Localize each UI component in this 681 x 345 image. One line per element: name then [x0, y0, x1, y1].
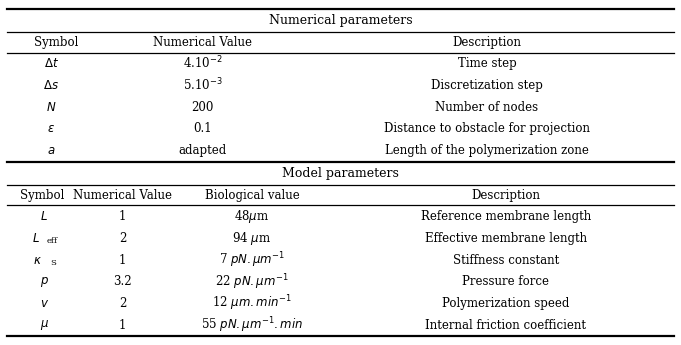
Text: 2: 2: [119, 297, 126, 310]
Text: Length of the polymerization zone: Length of the polymerization zone: [385, 144, 589, 157]
Text: Model parameters: Model parameters: [282, 167, 399, 179]
Text: Stiffness constant: Stiffness constant: [452, 254, 559, 267]
Text: $L$: $L$: [32, 232, 40, 245]
Text: 94 $\mu$m: 94 $\mu$m: [232, 230, 272, 247]
Text: Description: Description: [471, 188, 540, 201]
Text: 5.10$^{-3}$: 5.10$^{-3}$: [183, 77, 223, 93]
Text: $a$: $a$: [47, 144, 55, 157]
Text: Number of nodes: Number of nodes: [435, 100, 539, 114]
Text: adapted: adapted: [178, 144, 227, 157]
Text: Pressure force: Pressure force: [462, 275, 549, 288]
Text: $N$: $N$: [46, 100, 57, 114]
Text: Numerical Value: Numerical Value: [153, 36, 252, 49]
Text: 4.10$^{-2}$: 4.10$^{-2}$: [183, 55, 223, 72]
Text: 2: 2: [119, 232, 126, 245]
Text: Reference membrane length: Reference membrane length: [420, 210, 590, 223]
Text: 7 $pN.\mu m^{-1}$: 7 $pN.\mu m^{-1}$: [219, 250, 285, 270]
Text: $\kappa$: $\kappa$: [33, 254, 42, 267]
Text: 1: 1: [119, 210, 126, 223]
Text: Numerical parameters: Numerical parameters: [269, 13, 412, 27]
Text: 48$\mu$m: 48$\mu$m: [234, 208, 270, 225]
Text: 1: 1: [119, 254, 126, 267]
Text: 200: 200: [191, 100, 214, 114]
Text: Discretization step: Discretization step: [431, 79, 543, 92]
Text: 22 $pN.\mu m^{-1}$: 22 $pN.\mu m^{-1}$: [215, 272, 289, 292]
Text: Symbol: Symbol: [34, 36, 78, 49]
Text: 55 $pN.\mu m^{-1}.min$: 55 $pN.\mu m^{-1}.min$: [201, 316, 303, 335]
Text: Effective membrane length: Effective membrane length: [424, 232, 587, 245]
Text: $\Delta s$: $\Delta s$: [43, 79, 59, 92]
Text: Description: Description: [452, 36, 522, 49]
Text: 0.1: 0.1: [193, 122, 212, 135]
Text: $L$: $L$: [40, 210, 48, 223]
Text: S: S: [50, 259, 56, 267]
Text: $\epsilon$: $\epsilon$: [47, 122, 55, 135]
Text: $v$: $v$: [39, 297, 49, 310]
Text: Biological value: Biological value: [204, 188, 300, 201]
Text: Internal friction coefficient: Internal friction coefficient: [425, 319, 586, 332]
Text: Numerical Value: Numerical Value: [73, 188, 172, 201]
Text: Symbol: Symbol: [20, 188, 65, 201]
Text: 3.2: 3.2: [113, 275, 132, 288]
Text: eff: eff: [47, 237, 58, 245]
Text: $\Delta t$: $\Delta t$: [44, 57, 59, 70]
Text: $p$: $p$: [39, 275, 49, 289]
Text: 12 $\mu m.min^{-1}$: 12 $\mu m.min^{-1}$: [212, 294, 292, 314]
Text: Time step: Time step: [458, 57, 516, 70]
Text: $\mu$: $\mu$: [39, 318, 49, 333]
Text: Polymerization speed: Polymerization speed: [442, 297, 569, 310]
Text: 1: 1: [119, 319, 126, 332]
Text: Distance to obstacle for projection: Distance to obstacle for projection: [384, 122, 590, 135]
